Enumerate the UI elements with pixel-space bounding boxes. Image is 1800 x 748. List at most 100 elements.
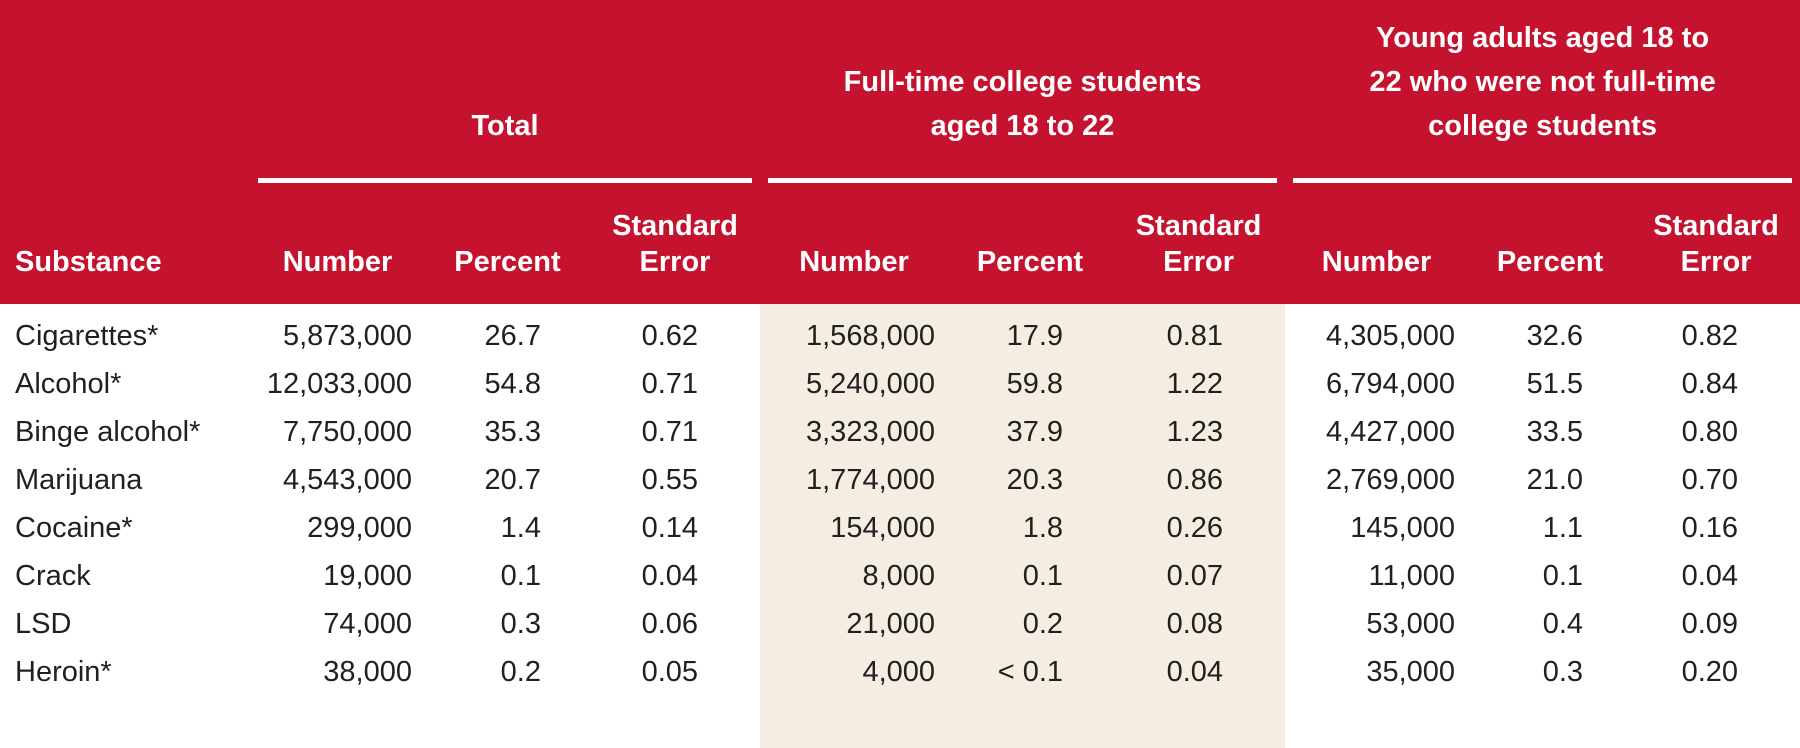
value-cell: 145,000 [1350,511,1456,544]
value-cell: 0.07 [1112,552,1286,600]
value-cell: 21.0 [1526,463,1584,496]
substance-cell: Alcohol* [15,367,122,400]
value-cell: 1,774,000 [760,456,949,504]
value-cell: 0.55 [641,463,699,496]
value-cell: 11,000 [1368,559,1456,592]
value-cell: 0.86 [1112,456,1286,504]
value-cell: 299,000 [307,511,412,544]
value-cell: 0.70 [1681,463,1739,496]
value-cell: 0.3 [500,607,541,640]
column-header-substance: Substance [0,183,250,304]
value-cell: 1.22 [1112,360,1286,408]
value-cell: 0.62 [641,319,699,352]
value-cell: 0.3 [1542,655,1584,688]
column-header-row: Substance Number Percent Standard Error … [0,183,1800,304]
value-cell: 1.4 [500,511,541,544]
value-cell: 8,000 [760,552,949,600]
value-cell: 1,568,000 [760,304,949,360]
value-cell: 0.4 [1542,607,1584,640]
spacer-cell [0,696,760,748]
column-header-total-stderr: Standard Error [590,183,761,304]
value-cell: 26.7 [484,319,541,352]
value-cell: 4,543,000 [282,463,412,496]
substance-cell: Heroin* [15,655,112,688]
value-cell: 19,000 [323,559,412,592]
group-header-fulltime: Full-time college students aged 18 to 22 [760,0,1286,183]
value-cell: 59.8 [948,360,1113,408]
value-cell: 0.1 [1542,559,1584,592]
value-cell: 2,769,000 [1326,463,1456,496]
value-cell: 0.71 [641,415,699,448]
group-title-fulltime: Full-time college students aged 18 to 22 [768,60,1278,183]
value-cell: 20.7 [484,463,541,496]
value-cell: 154,000 [760,504,949,552]
substance-cell: Cigarettes* [15,319,159,352]
value-cell: 0.08 [1112,600,1286,648]
column-header-total-percent: Percent [425,183,590,304]
value-cell: 1.1 [1542,511,1584,544]
value-cell: 0.1 [948,552,1113,600]
table-bottom-spacer [0,696,1800,748]
value-cell: 6,794,000 [1326,367,1456,400]
table-row-heroin: Heroin* 38,000 0.2 0.05 4,000 < 0.1 0.04… [0,648,1800,696]
column-header-fulltime-number: Number [760,183,949,304]
group-header-notfulltime: Young adults aged 18 to 22 who were not … [1285,0,1800,183]
value-cell: 0.2 [500,655,541,688]
table-row-crack: Crack 19,000 0.1 0.04 8,000 0.1 0.07 11,… [0,552,1800,600]
substance-cell: LSD [15,607,72,640]
value-cell: 0.16 [1681,511,1739,544]
value-cell: 37.9 [948,408,1113,456]
group-header-total: Total [250,0,761,183]
value-cell: 38,000 [323,655,412,688]
value-cell: 1.8 [948,504,1113,552]
column-header-total-number: Number [250,183,425,304]
table-row-cigarettes: Cigarettes* 5,873,000 26.7 0.62 1,568,00… [0,304,1800,360]
group-title-notfulltime: Young adults aged 18 to 22 who were not … [1293,16,1793,183]
value-cell: 7,750,000 [282,415,412,448]
value-cell: 0.26 [1112,504,1286,552]
value-cell: 20.3 [948,456,1113,504]
value-cell: 0.84 [1681,367,1739,400]
highlight-band-bottom [760,696,1286,748]
value-cell: < 0.1 [948,648,1113,696]
substance-cell: Crack [15,559,91,592]
value-cell: 4,305,000 [1326,319,1456,352]
substance-cell: Binge alcohol* [15,415,201,448]
table-body: Cigarettes* 5,873,000 26.7 0.62 1,568,00… [0,304,1800,748]
value-cell: 54.8 [484,367,541,400]
value-cell: 0.04 [1681,559,1739,592]
table-row-binge-alcohol: Binge alcohol* 7,750,000 35.3 0.71 3,323… [0,408,1800,456]
value-cell: 33.5 [1526,415,1584,448]
value-cell: 0.14 [641,511,699,544]
value-cell: 21,000 [760,600,949,648]
substance-cell: Cocaine* [15,511,133,544]
value-cell: 0.71 [641,367,699,400]
value-cell: 74,000 [323,607,412,640]
table-row-alcohol: Alcohol* 12,033,000 54.8 0.71 5,240,000 … [0,360,1800,408]
value-cell: 35,000 [1366,655,1456,688]
value-cell: 0.81 [1112,304,1286,360]
group-header-row: Total Full-time college students aged 18… [0,0,1800,183]
group-title-total: Total [258,104,753,183]
column-header-notfulltime-percent: Percent [1468,183,1633,304]
value-cell: 0.80 [1681,415,1739,448]
value-cell: 35.3 [484,415,541,448]
value-cell: 51.5 [1526,367,1584,400]
column-header-notfulltime-stderr: Standard Error [1632,183,1800,304]
value-cell: 5,240,000 [760,360,949,408]
value-cell: 53,000 [1366,607,1456,640]
spacer-cell [1285,696,1800,748]
column-header-notfulltime-number: Number [1285,183,1469,304]
value-cell: 0.1 [500,559,541,592]
value-cell: 3,323,000 [760,408,949,456]
table-row-marijuana: Marijuana 4,543,000 20.7 0.55 1,774,000 … [0,456,1800,504]
table-header: Total Full-time college students aged 18… [0,0,1800,304]
value-cell: 0.05 [641,655,699,688]
value-cell: 4,427,000 [1326,415,1456,448]
value-cell: 5,873,000 [282,319,412,352]
column-header-fulltime-percent: Percent [948,183,1113,304]
table-row-cocaine: Cocaine* 299,000 1.4 0.14 154,000 1.8 0.… [0,504,1800,552]
value-cell: 0.04 [641,559,699,592]
substance-cell: Marijuana [15,463,143,496]
